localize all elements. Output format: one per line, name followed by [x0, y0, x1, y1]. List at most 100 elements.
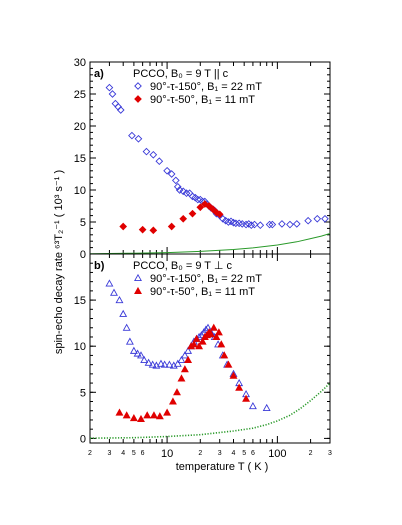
data-point — [149, 150, 158, 159]
series-line — [89, 382, 331, 439]
series-2 — [119, 200, 224, 235]
data-point — [167, 222, 176, 231]
data-point — [248, 401, 257, 410]
data-point — [105, 83, 114, 92]
data-point — [110, 288, 118, 296]
data-point — [286, 220, 294, 229]
data-point — [193, 195, 202, 204]
legend-marker — [134, 273, 142, 282]
data-point — [171, 176, 180, 185]
series-3 — [89, 233, 331, 255]
y-tick-label: 5 — [80, 217, 86, 229]
data-point — [137, 351, 145, 359]
legend-label: 90°-τ-150°, B₁ = 22 mT — [150, 273, 262, 285]
y-tick-label: 0 — [80, 249, 86, 261]
x-axis-label: temperature T ( K ) — [176, 461, 269, 473]
y-tick-label: 15 — [74, 295, 86, 307]
data-point — [125, 337, 134, 345]
data-point — [179, 187, 188, 196]
panel-a: 0 5 10 15 20 25 30 a) PCCO, B₀ = 9 T || c90°-τ-1… — [74, 57, 331, 261]
data-point — [129, 346, 138, 354]
series-3 — [89, 382, 331, 439]
x-minor-tick-label: 4 — [121, 450, 125, 457]
x-minor-tick-label: 5 — [242, 450, 246, 457]
data-point — [143, 411, 152, 419]
x-minor-tick-label: 3 — [218, 450, 222, 457]
data-point — [116, 106, 125, 114]
data-point — [144, 358, 153, 366]
data-point — [115, 408, 124, 416]
series-line — [89, 233, 331, 255]
data-point — [201, 325, 210, 333]
data-point — [247, 221, 256, 230]
data-point — [188, 209, 197, 218]
data-point — [268, 220, 277, 229]
data-point — [212, 332, 221, 340]
panel-header: PCCO, B₀ = 9 T || c — [133, 68, 229, 80]
y-tick-label: 5 — [80, 387, 86, 399]
data-point — [138, 225, 147, 234]
data-point — [256, 221, 265, 230]
data-point — [122, 411, 131, 419]
y-tick-label: 20 — [74, 121, 86, 133]
legend-label: 90°-τ-50°, B₁ = 11 mT — [150, 94, 255, 106]
x-tick-label: 100 — [268, 448, 286, 460]
data-point — [184, 355, 193, 364]
data-point — [207, 330, 215, 338]
y-tick-label: 10 — [74, 185, 86, 197]
data-point — [198, 337, 207, 345]
data-point — [122, 323, 131, 331]
x-minor-tick-label: 2 — [198, 450, 202, 457]
data-point — [180, 365, 189, 373]
data-point — [214, 328, 223, 336]
data-point — [134, 134, 143, 143]
x-tick-label: 10 — [161, 448, 173, 460]
data-point — [242, 220, 250, 229]
y-tick-label: 15 — [74, 153, 86, 165]
data-point — [192, 334, 201, 342]
data-point — [265, 220, 274, 229]
data-point — [231, 219, 240, 228]
data-point — [278, 220, 286, 228]
data-point — [292, 220, 301, 228]
x-minor-tick-label: 3 — [107, 450, 111, 457]
x-minor-tick-label: 4 — [232, 450, 236, 457]
data-point — [215, 210, 224, 219]
data-point — [224, 360, 233, 368]
data-point — [189, 340, 198, 348]
data-point — [129, 413, 138, 422]
y-tick-label: 25 — [74, 89, 86, 101]
data-point — [155, 412, 164, 420]
panel-label: b) — [94, 260, 105, 272]
data-point — [128, 131, 136, 140]
data-point — [182, 189, 191, 198]
data-point — [177, 374, 186, 382]
data-point — [173, 182, 182, 191]
data-point — [149, 411, 158, 419]
data-point — [177, 355, 186, 364]
y-tick-label: 10 — [74, 341, 86, 353]
legend-marker — [134, 95, 142, 103]
data-point — [155, 157, 164, 166]
y-axis-label: spin-echo decay rate ⁶³T₂⁻¹ ( 10³ s⁻¹ ) — [53, 170, 65, 354]
data-point — [313, 214, 322, 223]
data-point — [224, 218, 233, 226]
x-minor-tick-label: 3 — [328, 450, 332, 457]
data-point — [168, 397, 177, 405]
data-point — [157, 359, 165, 367]
data-point — [235, 383, 244, 391]
x-minor-tick-label: 5 — [132, 450, 136, 457]
data-point — [142, 147, 151, 156]
plot-frame — [89, 253, 331, 444]
data-point — [119, 309, 128, 317]
x-minor-tick-label: 2 — [309, 450, 313, 457]
data-point — [167, 170, 176, 178]
data-point — [108, 90, 117, 98]
legend-marker — [134, 286, 142, 295]
data-point — [209, 323, 218, 331]
data-point — [173, 388, 181, 396]
data-point — [148, 360, 157, 368]
data-point — [115, 295, 124, 304]
